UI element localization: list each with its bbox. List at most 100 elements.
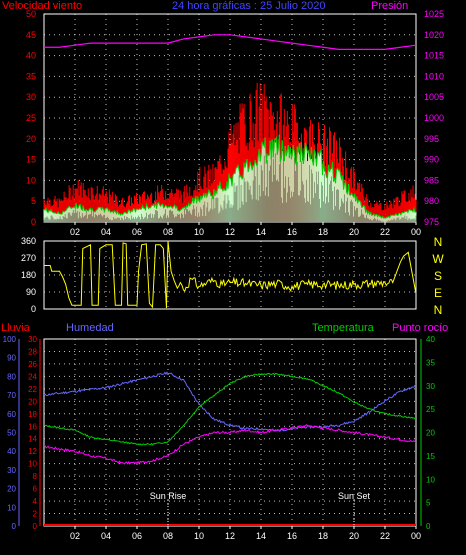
x-tick-label: 10 <box>194 531 204 541</box>
y-left-tick-label: 25 <box>26 113 36 123</box>
direction-tick-label: 360 <box>21 236 36 246</box>
rain-tick-label: 6 <box>33 485 38 494</box>
x-tick-label: 16 <box>287 531 297 541</box>
x-tick-label: 00 <box>411 531 421 541</box>
x-tick-label: 22 <box>380 227 390 237</box>
direction-tick-label: 180 <box>21 270 36 280</box>
direction-tick-label: 0 <box>31 304 36 314</box>
humidity-tick-label: 20 <box>7 485 16 494</box>
y-right-tick-label: 1020 <box>424 30 444 40</box>
y-left-tick-label: 5 <box>31 196 36 206</box>
sun-event-label: Sun Set <box>338 491 371 501</box>
x-tick-label: 06 <box>132 531 142 541</box>
rain-tick-label: 10 <box>28 460 37 469</box>
temperature-tick-label: 30 <box>426 382 435 391</box>
y-left-tick-label: 50 <box>26 9 36 19</box>
rain-tick-label: 24 <box>28 372 37 381</box>
rain-tick-label: 30 <box>28 335 37 344</box>
rain-tick-label: 20 <box>28 397 37 406</box>
rain-tick-label: 0 <box>33 522 38 531</box>
y-right-tick-label: 1000 <box>424 113 444 123</box>
compass-label: W <box>432 252 444 266</box>
x-tick-label: 12 <box>225 531 235 541</box>
y-right-tick-label: 975 <box>424 217 439 227</box>
temperature-tick-label: 0 <box>426 522 431 531</box>
y-left-tick-label: 10 <box>26 175 36 185</box>
y-right-tick-label: 980 <box>424 196 439 206</box>
compass-label: N <box>434 303 443 317</box>
compass-label: S <box>434 269 442 283</box>
y-right-tick-label: 1015 <box>424 51 444 61</box>
x-tick-label: 14 <box>256 531 266 541</box>
x-tick-label: 20 <box>349 531 359 541</box>
y-right-tick-label: 1010 <box>424 71 444 81</box>
y-left-tick-label: 35 <box>26 71 36 81</box>
x-tick-label: 22 <box>380 531 390 541</box>
humidity-tick-label: 50 <box>7 429 16 438</box>
x-tick-label: 06 <box>132 227 142 237</box>
x-tick-label: 02 <box>70 531 80 541</box>
x-tick-label: 00 <box>411 227 421 237</box>
humidity-tick-label: 10 <box>7 503 16 512</box>
x-tick-label: 08 <box>163 531 173 541</box>
x-tick-label: 04 <box>101 227 111 237</box>
y-left-tick-label: 15 <box>26 155 36 165</box>
rain-tick-label: 14 <box>28 435 37 444</box>
x-tick-label: 04 <box>101 531 111 541</box>
pressure-axis-title: Presión <box>371 0 408 12</box>
pressure-line <box>44 34 417 50</box>
x-tick-label: 12 <box>225 227 235 237</box>
humidity-tick-label: 60 <box>7 410 16 419</box>
temperature-tick-label: 15 <box>426 452 435 461</box>
humidity-axis-title: Humedad <box>66 322 114 334</box>
direction-tick-label: 270 <box>21 253 36 263</box>
x-tick-label: 20 <box>349 227 359 237</box>
rain-tick-label: 28 <box>28 347 37 356</box>
temperature-tick-label: 25 <box>426 405 435 414</box>
y-left-tick-label: 0 <box>31 217 36 227</box>
y-right-tick-label: 990 <box>424 155 439 165</box>
rain-tick-label: 2 <box>33 510 38 519</box>
y-left-tick-label: 40 <box>26 51 36 61</box>
x-tick-label: 02 <box>70 227 80 237</box>
sun-event-label: Sun Rise <box>150 491 187 501</box>
temperature-tick-label: 40 <box>426 335 435 344</box>
temperature-axis-title: Temperatura <box>312 322 375 334</box>
temperature-tick-label: 5 <box>426 499 431 508</box>
x-tick-label: 18 <box>318 227 328 237</box>
x-tick-label: 16 <box>287 227 297 237</box>
humidity-tick-label: 40 <box>7 447 16 456</box>
compass-label: N <box>434 235 443 249</box>
compass-label: E <box>434 286 442 300</box>
humidity-tick-label: 70 <box>7 391 16 400</box>
wind-speed-axis-title: Velocidad viento <box>2 0 82 12</box>
x-tick-label: 10 <box>194 227 204 237</box>
direction-tick-label: 90 <box>26 287 36 297</box>
y-left-tick-label: 20 <box>26 134 36 144</box>
rain-tick-label: 16 <box>28 422 37 431</box>
rain-axis-title: Lluvia <box>1 322 31 334</box>
temperature-tick-label: 35 <box>426 358 435 367</box>
wind-direction-line <box>44 240 417 309</box>
temperature-tick-label: 10 <box>426 475 435 484</box>
humidity-tick-label: 80 <box>7 372 16 381</box>
y-left-tick-label: 45 <box>26 30 36 40</box>
temperature-tick-label: 20 <box>426 429 435 438</box>
rain-tick-label: 4 <box>33 497 38 506</box>
rain-tick-label: 22 <box>28 385 37 394</box>
wind-average-line <box>43 134 417 219</box>
y-right-tick-label: 1005 <box>424 92 444 102</box>
rain-tick-label: 18 <box>28 410 37 419</box>
dewpoint-axis-title: Punto rocío <box>392 322 448 334</box>
rain-tick-label: 26 <box>28 360 37 369</box>
y-right-tick-label: 995 <box>424 134 439 144</box>
x-tick-label: 18 <box>318 531 328 541</box>
y-left-tick-label: 30 <box>26 92 36 102</box>
y-right-tick-label: 985 <box>424 175 439 185</box>
chart-title: 24 hora gráficas : 25 Julio 2020 <box>172 0 326 12</box>
x-tick-label: 14 <box>256 227 266 237</box>
y-right-tick-label: 1025 <box>424 9 444 19</box>
x-tick-label: 08 <box>163 227 173 237</box>
humidity-tick-label: 0 <box>12 522 17 531</box>
